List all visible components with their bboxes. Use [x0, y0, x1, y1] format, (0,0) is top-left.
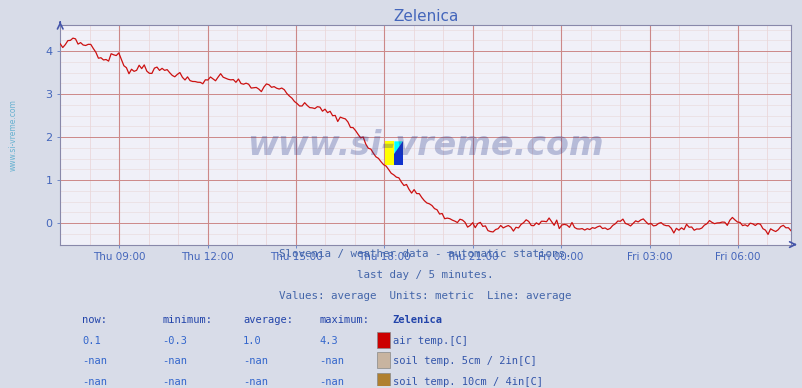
Text: 4.3: 4.3: [319, 336, 338, 346]
Text: Zelenica: Zelenica: [392, 315, 442, 325]
Text: now:: now:: [82, 315, 107, 325]
Text: average:: average:: [242, 315, 293, 325]
Text: -nan: -nan: [319, 356, 344, 366]
Text: 0.1: 0.1: [82, 336, 101, 346]
Text: www.si-vreme.com: www.si-vreme.com: [8, 99, 17, 171]
Text: -nan: -nan: [162, 356, 188, 366]
Text: 1.0: 1.0: [242, 336, 261, 346]
Text: soil temp. 5cm / 2in[C]: soil temp. 5cm / 2in[C]: [392, 356, 536, 366]
Text: -nan: -nan: [82, 356, 107, 366]
Text: minimum:: minimum:: [162, 315, 213, 325]
Text: -nan: -nan: [242, 356, 268, 366]
Text: last day / 5 minutes.: last day / 5 minutes.: [357, 270, 493, 280]
Text: maximum:: maximum:: [319, 315, 369, 325]
Text: -nan: -nan: [162, 377, 188, 387]
Text: soil temp. 10cm / 4in[C]: soil temp. 10cm / 4in[C]: [392, 377, 542, 387]
Polygon shape: [394, 141, 402, 165]
Bar: [385, 141, 394, 165]
Text: -nan: -nan: [242, 377, 268, 387]
Text: Values: average  Units: metric  Line: average: Values: average Units: metric Line: aver…: [279, 291, 571, 301]
Text: -0.3: -0.3: [162, 336, 188, 346]
Title: Zelenica: Zelenica: [392, 9, 458, 24]
Text: -nan: -nan: [82, 377, 107, 387]
Text: www.si-vreme.com: www.si-vreme.com: [247, 129, 603, 162]
Polygon shape: [394, 141, 402, 154]
Text: -nan: -nan: [319, 377, 344, 387]
FancyBboxPatch shape: [376, 332, 389, 348]
Text: Slovenia / weather data - automatic stations.: Slovenia / weather data - automatic stat…: [279, 249, 571, 259]
FancyBboxPatch shape: [376, 372, 389, 388]
FancyBboxPatch shape: [376, 352, 389, 368]
Text: air temp.[C]: air temp.[C]: [392, 336, 467, 346]
